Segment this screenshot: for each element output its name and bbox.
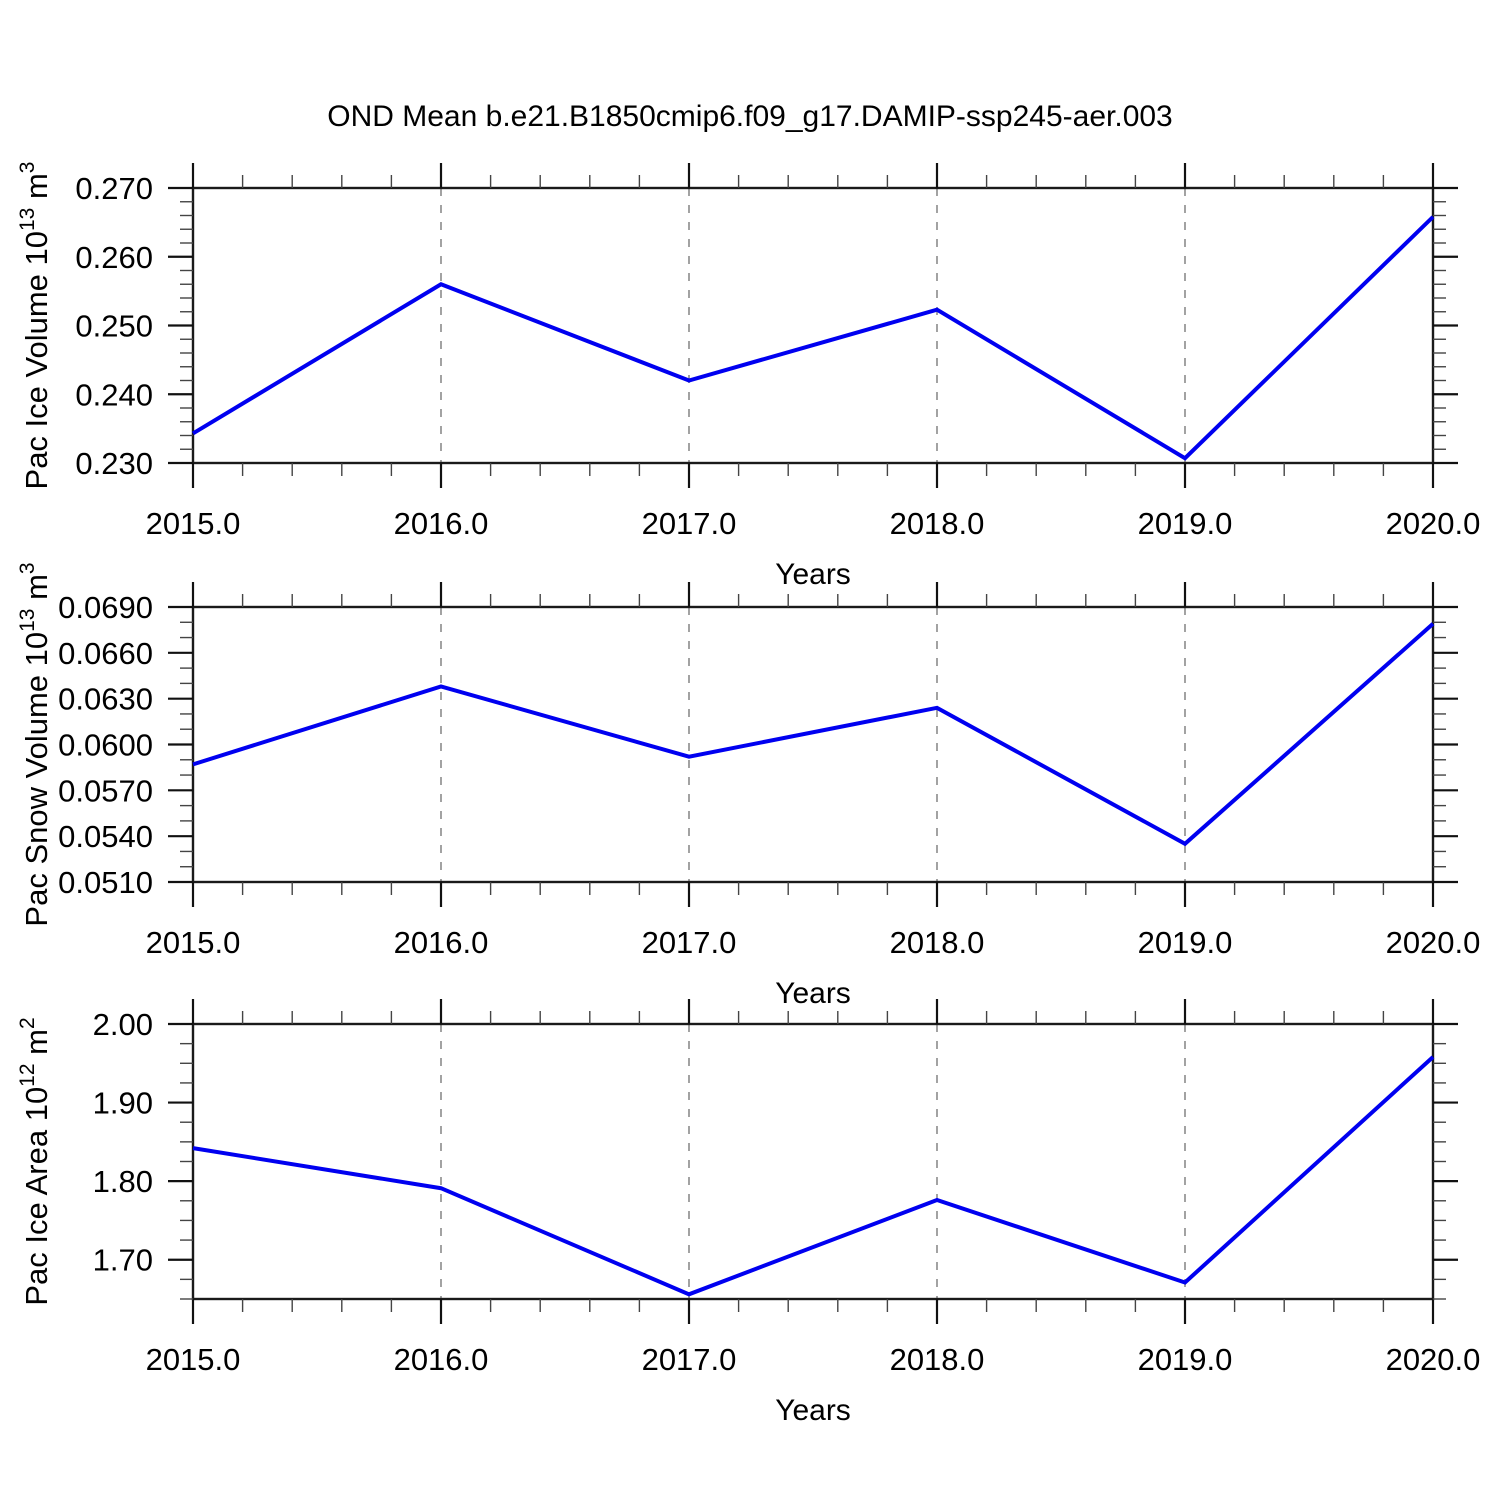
- x-tick-label: 2017.0: [642, 506, 737, 541]
- x-tick-label: 2018.0: [890, 506, 985, 541]
- y-tick-label: 0.250: [75, 309, 153, 344]
- x-tick-label: 2018.0: [890, 925, 985, 960]
- ice-area-chart: 1.70 1.80 1.90 2.00 2015.0 2016.0 2017.0 2018.0…: [16, 999, 1481, 1427]
- x-tick-label: 2017.0: [642, 925, 737, 960]
- x-axis-title: Years: [775, 1394, 851, 1427]
- x-tick-label: 2020.0: [1386, 925, 1481, 960]
- y-tick-label: 0.270: [75, 171, 153, 206]
- y-tick-label: 0.240: [75, 377, 153, 412]
- y-tick-label: 1.70: [93, 1243, 153, 1278]
- plot-frame: [191, 1022, 1435, 1301]
- x-tick-label: 2015.0: [146, 1342, 241, 1377]
- x-axis-title: Years: [775, 558, 851, 591]
- x-tick-label: 2018.0: [890, 1342, 985, 1377]
- y-tick-label: 2.00: [93, 1007, 153, 1042]
- chart-title: OND Mean b.e21.B1850cmip6.f09_g17.DAMIP-…: [327, 100, 1173, 133]
- data-line: [192, 1055, 1435, 1297]
- y-tick-label: 1.80: [93, 1164, 153, 1199]
- y-tick-label: 0.0660: [58, 636, 153, 671]
- y-axis-title: Pac Ice Volume 1013 m3: [16, 162, 54, 490]
- y-tick-label: 0.0600: [58, 728, 153, 763]
- x-tick-label: 2019.0: [1138, 925, 1233, 960]
- x-tick-label: 2019.0: [1138, 506, 1233, 541]
- x-tick-label: 2016.0: [394, 1342, 489, 1377]
- plot-frame: [191, 186, 1435, 465]
- y-axis-title-group: Pac Ice Area 1012 m2: [16, 1017, 54, 1305]
- x-tick-label: 2015.0: [146, 506, 241, 541]
- y-axis-title: Pac Snow Volume 1013 m3: [16, 562, 54, 926]
- x-tick-label: 2017.0: [642, 1342, 737, 1377]
- y-tick-label: 0.230: [75, 446, 153, 481]
- x-axis-title: Years: [775, 977, 851, 1010]
- y-axis-title-group: Pac Snow Volume 1013 m3: [16, 562, 54, 926]
- y-tick-label: 0.0510: [58, 865, 153, 900]
- y-tick-label: 0.0570: [58, 773, 153, 808]
- y-tick-label: 0.0540: [58, 819, 153, 854]
- x-tick-label: 2020.0: [1386, 506, 1481, 541]
- x-tick-label: 2019.0: [1138, 1342, 1233, 1377]
- ice-volume-chart: 0.230 0.240 0.250 0.260 0.270 2015.0 2016.0 201…: [16, 162, 1481, 591]
- data-line: [192, 622, 1435, 847]
- snow-volume-chart: 0.0510 0.0540 0.0570 0.0600 0.0630 0.0660 0.06…: [16, 562, 1481, 1010]
- plot-frame: [191, 605, 1435, 884]
- x-tick-label: 2016.0: [394, 506, 489, 541]
- x-tick-label: 2016.0: [394, 925, 489, 960]
- y-tick-label: 0.0630: [58, 682, 153, 717]
- x-tick-label: 2020.0: [1386, 1342, 1481, 1377]
- data-line: [191, 215, 1435, 461]
- y-tick-label: 0.260: [75, 240, 153, 275]
- y-tick-label: 0.0690: [58, 590, 153, 625]
- y-axis-title-group: Pac Ice Volume 1013 m3: [16, 162, 54, 490]
- y-tick-label: 1.90: [93, 1086, 153, 1121]
- y-axis-title: Pac Ice Area 1012 m2: [16, 1017, 54, 1305]
- x-tick-label: 2015.0: [146, 925, 241, 960]
